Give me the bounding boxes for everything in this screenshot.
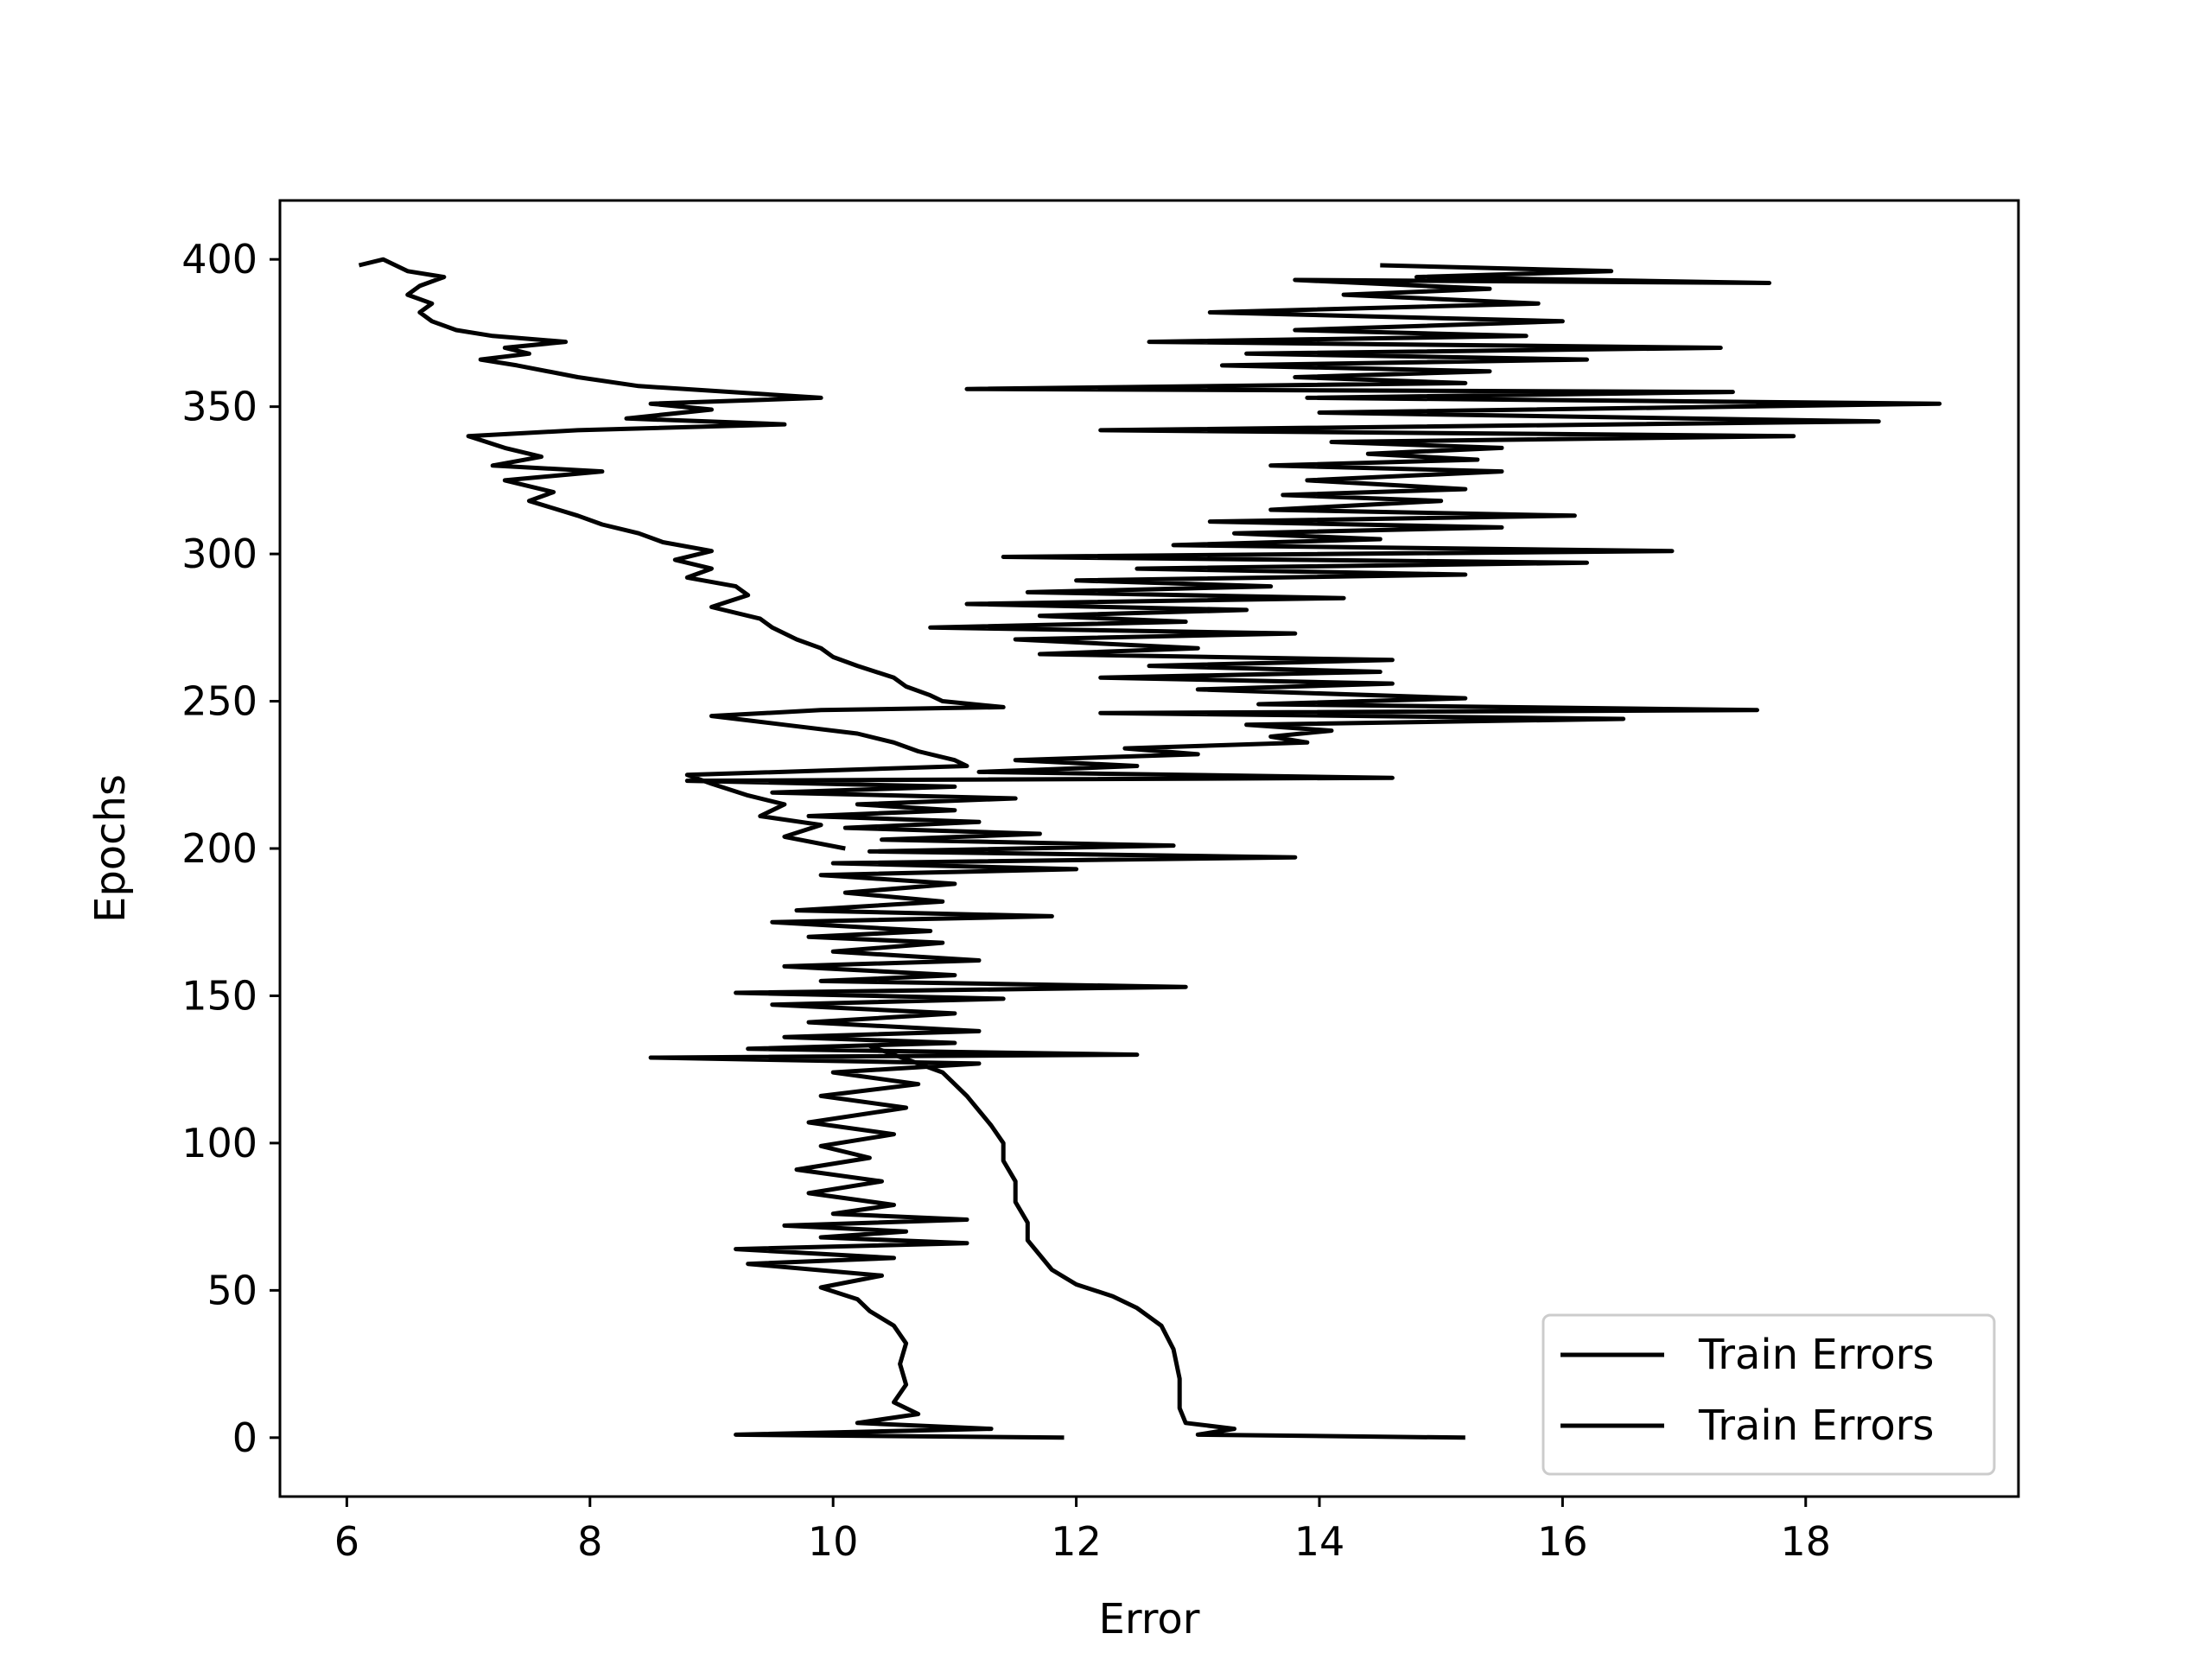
x-tick-label: 12 xyxy=(1051,1518,1102,1565)
x-tick-label: 14 xyxy=(1294,1518,1345,1565)
series-line-1 xyxy=(648,263,1942,1440)
legend-label-2: Train Errors xyxy=(1698,1402,1934,1450)
x-axis-ticks: 6 8 10 12 14 16 18 xyxy=(334,1497,1831,1565)
series-line-3 xyxy=(358,257,1006,851)
y-tick-label: 350 xyxy=(181,384,257,430)
y-tick-label: 200 xyxy=(181,825,257,872)
legend: Train Errors Train Errors xyxy=(1541,1313,1996,1476)
x-tick-label: 8 xyxy=(577,1518,602,1565)
y-tick-label: 150 xyxy=(181,972,257,1019)
y-tick-label: 250 xyxy=(181,678,257,725)
x-tick-label: 6 xyxy=(334,1518,359,1565)
y-tick-label: 0 xyxy=(232,1414,257,1461)
y-tick-label: 400 xyxy=(181,236,257,283)
y-tick-label: 100 xyxy=(181,1120,257,1166)
x-tick-label: 16 xyxy=(1537,1518,1588,1565)
y-tick-label: 50 xyxy=(207,1267,257,1313)
series-layer xyxy=(358,257,1942,1440)
y-axis-label: Epochs xyxy=(86,774,135,923)
legend-label-1: Train Errors xyxy=(1698,1331,1934,1379)
series-line-2 xyxy=(868,1044,1465,1440)
y-tick-label: 300 xyxy=(181,531,257,577)
x-axis-label: Error xyxy=(1099,1595,1200,1643)
y-axis-ticks: 0 50 100 150 200 250 300 350 400 xyxy=(181,236,280,1461)
x-tick-label: 18 xyxy=(1781,1518,1832,1565)
x-tick-label: 10 xyxy=(808,1518,859,1565)
